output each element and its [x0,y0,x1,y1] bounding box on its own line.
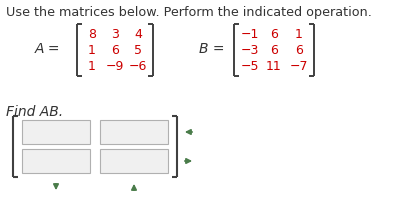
Text: 6: 6 [111,44,119,57]
Text: −5: −5 [241,59,259,73]
Text: 3: 3 [111,28,119,40]
Text: Use the matrices below. Perform the indicated operation.: Use the matrices below. Perform the indi… [6,6,372,19]
Text: 6: 6 [270,28,278,40]
Text: 1: 1 [295,28,303,40]
Bar [100,120,168,144]
Text: 11: 11 [266,59,282,73]
Text: −6: −6 [129,59,147,73]
Text: Find AB.: Find AB. [6,105,63,119]
Bar [22,120,90,144]
Text: 4: 4 [134,28,142,40]
Text: 6: 6 [270,44,278,57]
Text: 1: 1 [88,59,96,73]
Text: B =: B = [199,42,225,56]
Bar [100,149,168,173]
Text: −9: −9 [106,59,124,73]
Text: A =: A = [35,42,60,56]
Text: 8: 8 [88,28,96,40]
Text: −1: −1 [241,28,259,40]
Text: 1: 1 [88,44,96,57]
Bar [22,149,90,173]
Text: −3: −3 [241,44,259,57]
Text: 6: 6 [295,44,303,57]
Text: 5: 5 [134,44,142,57]
Text: −7: −7 [290,59,308,73]
